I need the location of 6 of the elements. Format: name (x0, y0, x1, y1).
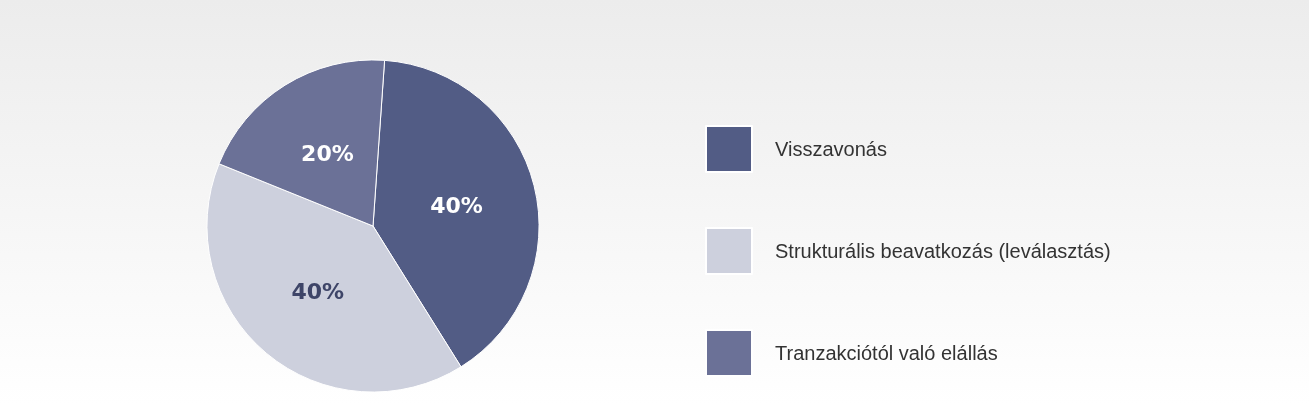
legend-label: Visszavonás (775, 138, 887, 160)
data-label: 40% (291, 279, 345, 305)
data-label: 40% (430, 192, 483, 218)
legend-label: Tranzakciótól való elállás (775, 342, 998, 364)
data-label: 20% (301, 140, 354, 166)
legend-label: Strukturális beavatkozás (leválasztás) (775, 240, 1111, 262)
